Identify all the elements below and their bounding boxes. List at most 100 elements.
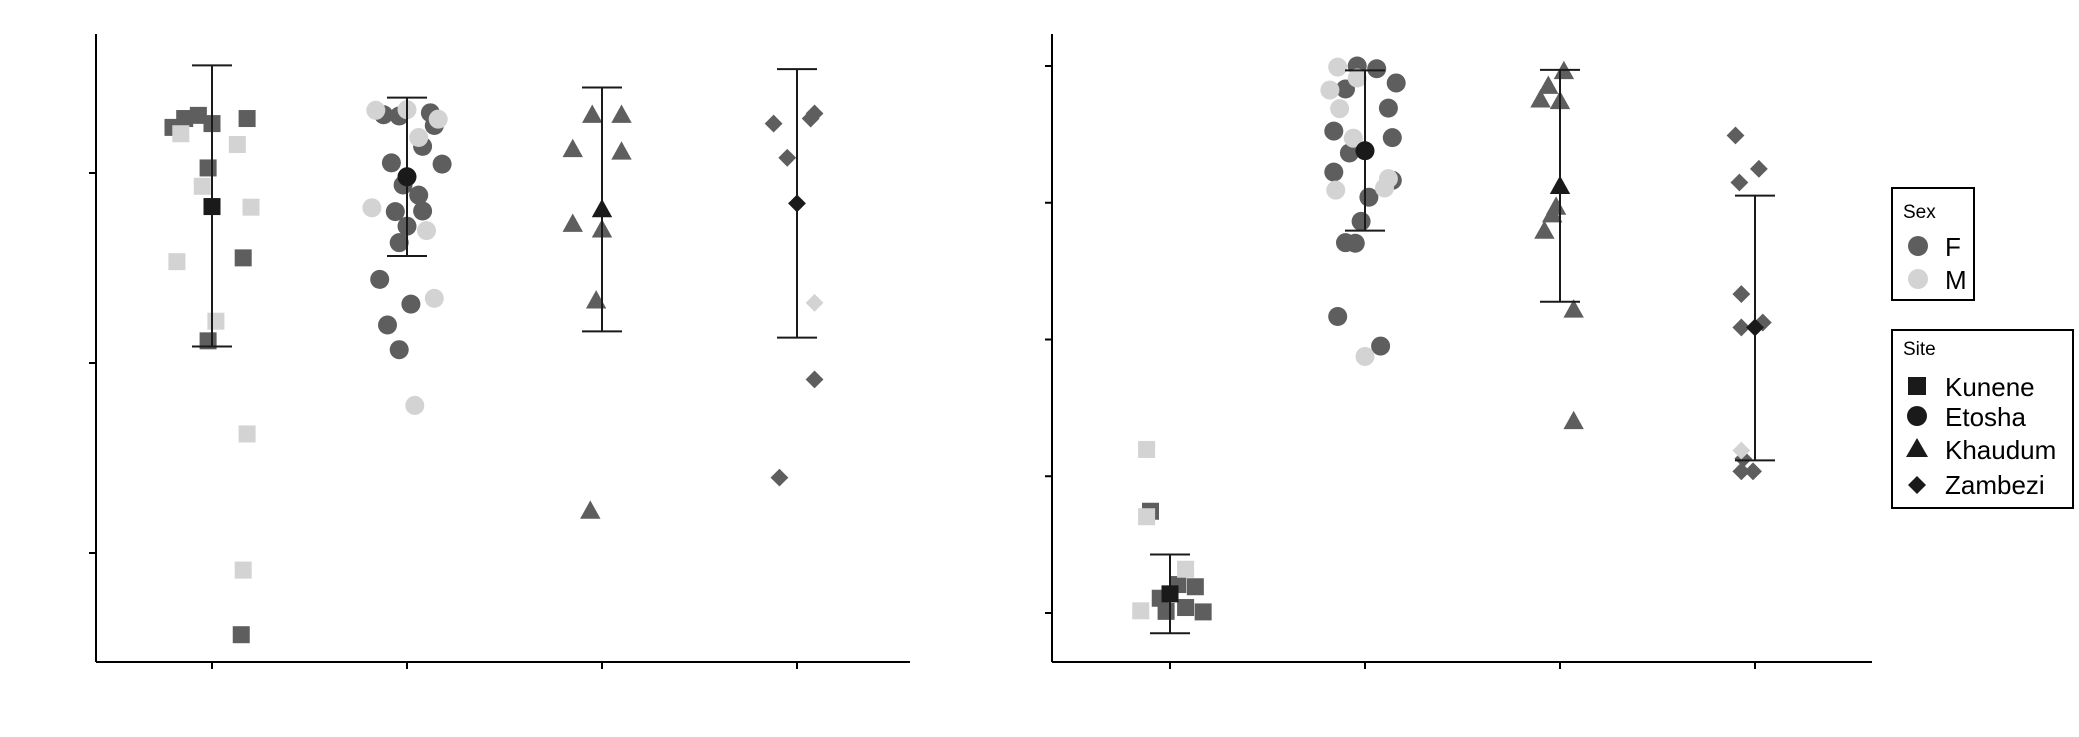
panel-a-point-zambezi-52 — [805, 104, 824, 123]
site-legend-title: Site — [1903, 339, 1936, 360]
panel-b-point-etosha-33 — [1326, 180, 1346, 200]
panel-b-point-khaudum-44 — [1563, 410, 1584, 430]
panel-a-point-kunene-16 — [234, 561, 252, 579]
legend-square-icon — [1908, 377, 1926, 395]
panel-b-point-zambezi-52 — [1732, 462, 1751, 481]
legend-kunene-label: Kunene — [1945, 372, 2035, 402]
panel-a — [89, 34, 910, 669]
panel-b-point-kunene-2 — [1186, 578, 1204, 596]
panel-b-point-kunene-4 — [1177, 599, 1195, 617]
panel-a-point-zambezi-55 — [770, 468, 789, 487]
panel-b-point-kunene-5 — [1194, 603, 1212, 621]
panel-a-mean-khaudum — [591, 198, 613, 218]
panel-b-point-khaudum-37 — [1538, 75, 1559, 94]
panel-b-point-kunene-8 — [1138, 508, 1156, 526]
panel-a-point-etosha-39 — [417, 221, 436, 241]
panel-b-point-etosha-17 — [1382, 128, 1402, 148]
panel-a-point-etosha-23 — [432, 154, 452, 174]
panel-b-mean-kunene — [1161, 585, 1179, 603]
legend-circle-icon — [1907, 406, 1927, 426]
legend-khaudum-label: Khaudum — [1945, 435, 2056, 465]
sex-legend-title: Sex — [1903, 202, 1936, 223]
panel-a-point-kunene-15 — [238, 425, 256, 443]
panel-a-point-etosha-37 — [409, 128, 429, 148]
panel-b-point-etosha-16 — [1324, 121, 1344, 141]
panel-a-point-kunene-8 — [232, 626, 250, 644]
panel-a-point-etosha-29 — [389, 233, 409, 253]
panel-a-point-etosha-25 — [409, 185, 429, 205]
panel-b-point-etosha-22 — [1351, 211, 1371, 231]
panel-a-point-khaudum-42 — [582, 104, 603, 123]
panel-a-point-kunene-9 — [172, 125, 190, 143]
panel-a-point-etosha-34 — [366, 100, 386, 120]
panel-b-mean-etosha — [1355, 141, 1375, 161]
panel-b-point-etosha-13 — [1386, 73, 1406, 93]
panel-a-point-kunene-12 — [242, 198, 260, 216]
panel-a-point-khaudum-45 — [611, 141, 632, 160]
panel-a-point-kunene-5 — [199, 159, 217, 177]
panel-a-point-kunene-4 — [238, 110, 256, 128]
sex-legend-box — [1891, 187, 1975, 301]
legend-male-label: M — [1945, 265, 1967, 295]
panel-a-point-zambezi-53 — [778, 148, 797, 167]
panel-a-point-zambezi-50 — [764, 114, 783, 133]
panel-a-point-etosha-30 — [370, 269, 390, 289]
panel-a-point-etosha-40 — [424, 288, 444, 308]
panel-b-point-zambezi-54 — [1732, 441, 1751, 460]
panel-b — [1045, 34, 1872, 669]
panel-a-point-etosha-32 — [378, 315, 397, 335]
panel-b-point-khaudum-42 — [1534, 220, 1555, 239]
panel-b-point-etosha-15 — [1378, 98, 1398, 118]
panel-b-mean-khaudum — [1549, 175, 1571, 194]
panel-b-point-zambezi-48 — [1732, 285, 1751, 304]
panel-a-point-etosha-26 — [385, 202, 405, 222]
panel-a-point-kunene-13 — [168, 253, 186, 271]
panel-a-point-zambezi-54 — [805, 370, 824, 389]
panel-b-point-etosha-30 — [1330, 99, 1350, 119]
panel-a-mean-zambezi — [788, 194, 806, 213]
panel-a-point-kunene-14 — [207, 312, 225, 330]
legend-triangle-icon — [1906, 438, 1928, 457]
legend-female-label: F — [1945, 232, 1961, 262]
panel-a-point-etosha-38 — [362, 198, 382, 218]
panel-b-point-khaudum-38 — [1530, 89, 1551, 108]
panel-a-point-khaudum-44 — [562, 138, 583, 158]
panel-b-point-etosha-34 — [1375, 178, 1394, 198]
legend-diamond-icon — [1908, 476, 1926, 494]
panel-b-point-etosha-28 — [1347, 68, 1367, 88]
panel-a-point-kunene-11 — [193, 177, 211, 195]
panel-a-point-etosha-33 — [389, 340, 409, 360]
panel-b-point-zambezi-50 — [1732, 318, 1751, 337]
panel-a-point-etosha-22 — [381, 153, 401, 173]
panel-b-point-zambezi-53 — [1744, 462, 1762, 481]
panel-b-point-etosha-19 — [1324, 162, 1344, 182]
site-legend: Site Kunene Etosha Khaudum Zambezi — [1891, 329, 2074, 509]
panel-a-point-khaudum-49 — [580, 500, 601, 519]
panel-b-point-etosha-31 — [1343, 128, 1363, 148]
panel-a-point-etosha-27 — [413, 201, 433, 221]
panel-b-point-etosha-24 — [1345, 233, 1365, 253]
panel-b-point-etosha-27 — [1328, 57, 1348, 77]
panel-b-point-kunene-7 — [1138, 440, 1156, 458]
legend-zambezi-label: Zambezi — [1945, 470, 2045, 500]
panel-a-point-khaudum-43 — [611, 104, 632, 123]
legend-etosha-label: Etosha — [1945, 402, 2026, 432]
panel-b-point-zambezi-47 — [1749, 159, 1768, 178]
panel-a-point-kunene-2 — [189, 106, 207, 124]
panel-a-point-zambezi-56 — [805, 293, 824, 312]
panel-b-point-etosha-26 — [1371, 336, 1391, 356]
panel-b-point-etosha-12 — [1367, 59, 1387, 79]
panel-b-mean-zambezi — [1746, 318, 1764, 337]
panel-b-point-etosha-25 — [1328, 307, 1348, 327]
panel-a-point-etosha-36 — [428, 109, 448, 129]
legend-female-swatch — [1908, 236, 1928, 256]
panel-a-point-kunene-1 — [176, 110, 194, 128]
panel-b-point-zambezi-45 — [1726, 126, 1745, 145]
panel-a-point-etosha-41 — [405, 395, 425, 415]
panel-b-point-etosha-35 — [1355, 346, 1375, 366]
panel-b-point-zambezi-46 — [1730, 173, 1749, 192]
panel-b-point-etosha-18 — [1339, 143, 1359, 163]
sex-legend: Sex F M — [1891, 187, 1975, 301]
panel-a-point-khaudum-48 — [585, 290, 607, 309]
